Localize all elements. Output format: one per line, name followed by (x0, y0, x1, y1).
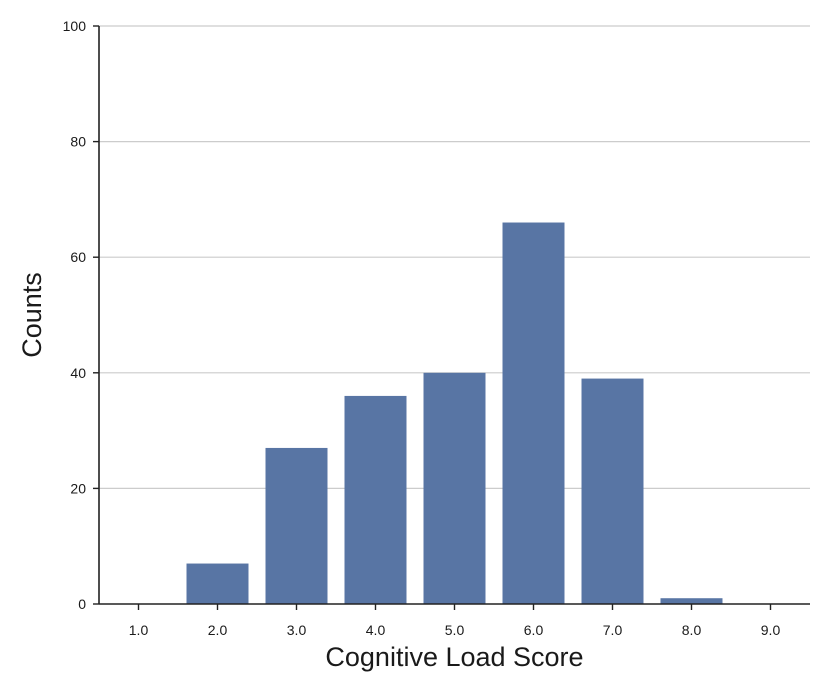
x-axis-title: Cognitive Load Score (325, 642, 583, 672)
x-tick-label: 8.0 (682, 622, 702, 638)
y-tick-label: 100 (63, 18, 87, 34)
x-axis-ticks: 1.0 2.0 3.0 4.0 5.0 6.0 7.0 8.0 9.0 (129, 604, 781, 638)
bars (187, 223, 723, 604)
x-tick-label: 7.0 (603, 622, 623, 638)
y-axis-ticks: 0 20 40 60 80 100 (63, 18, 99, 612)
y-tick-label: 40 (70, 365, 86, 381)
y-tick-label: 0 (78, 596, 86, 612)
x-tick-label: 2.0 (208, 622, 228, 638)
y-tick-label: 20 (70, 480, 86, 496)
y-tick-label: 60 (70, 249, 86, 265)
bar-5.0 (424, 373, 486, 604)
bar-7.0 (582, 379, 644, 604)
x-tick-label: 4.0 (366, 622, 386, 638)
bar-2.0 (187, 564, 249, 604)
bar-8.0 (661, 598, 723, 604)
x-tick-label: 9.0 (761, 622, 781, 638)
bar-4.0 (345, 396, 407, 604)
bar-6.0 (503, 223, 565, 604)
bar-3.0 (266, 448, 328, 604)
x-tick-label: 5.0 (445, 622, 465, 638)
x-tick-label: 3.0 (287, 622, 307, 638)
x-tick-label: 1.0 (129, 622, 149, 638)
y-axis-title: Counts (17, 272, 47, 358)
y-tick-label: 80 (70, 134, 86, 150)
x-tick-label: 6.0 (524, 622, 544, 638)
